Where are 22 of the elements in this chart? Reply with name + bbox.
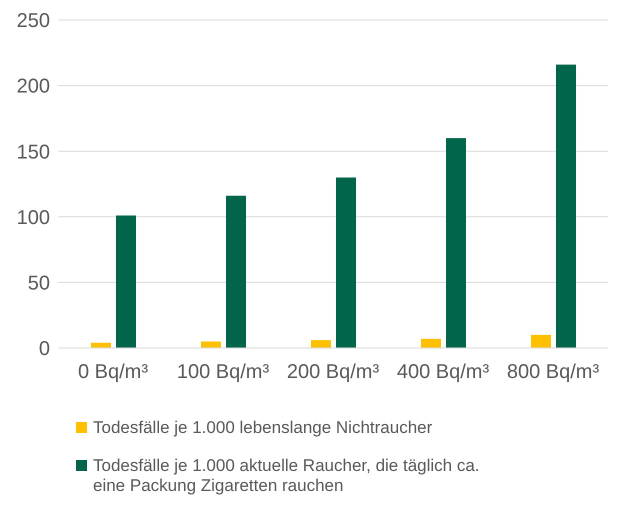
bar xyxy=(556,64,576,348)
bar xyxy=(446,138,466,348)
legend-label: Todesfälle je 1.000 aktuelle Raucher, die täglich ca. eine Packung Zigaretten rauchen xyxy=(93,456,481,496)
bar xyxy=(531,334,551,348)
y-tick-label: 250 xyxy=(16,10,50,32)
x-tick-label: 0 Bq/m³ xyxy=(78,361,148,384)
y-tick-label: 0 xyxy=(38,338,50,360)
x-tick-label: 400 Bq/m³ xyxy=(396,361,490,384)
y-tick-label: 200 xyxy=(16,76,50,98)
bar xyxy=(226,196,246,348)
x-tick-label: 100 Bq/m³ xyxy=(176,361,270,384)
x-tick-label: 200 Bq/m³ xyxy=(286,361,380,384)
bar xyxy=(201,341,221,348)
bar xyxy=(336,177,356,348)
y-tick-label: 100 xyxy=(16,206,50,229)
x-tick-label: 800 Bq/m³ xyxy=(506,361,600,384)
y-tick-label: 50 xyxy=(28,272,50,294)
bar xyxy=(311,340,331,348)
legend-label: Todesfälle je 1.000 lebenslange Nichtraucher xyxy=(93,418,432,438)
y-tick-label: 150 xyxy=(16,141,50,164)
bar xyxy=(116,215,136,348)
bar xyxy=(421,338,441,348)
